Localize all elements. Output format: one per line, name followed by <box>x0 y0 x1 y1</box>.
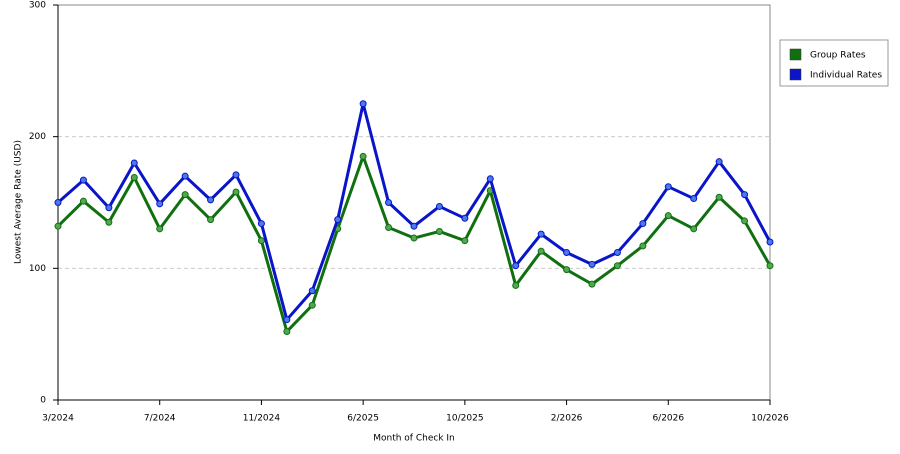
plot-frame <box>57 4 771 401</box>
data-point <box>54 222 62 230</box>
legend-swatch <box>789 68 802 81</box>
data-point <box>741 191 749 199</box>
data-point <box>690 195 698 203</box>
legend-label: Group Rates <box>810 51 866 61</box>
data-point <box>435 202 443 210</box>
x-tick-label: 6/2025 <box>347 414 379 424</box>
data-point <box>207 216 215 224</box>
data-point <box>563 266 571 274</box>
data-point <box>461 237 469 245</box>
y-tick-label: 200 <box>29 132 46 142</box>
data-point <box>664 183 672 191</box>
x-tick-label: 3/2024 <box>42 414 74 424</box>
data-point <box>105 218 113 226</box>
data-point <box>359 152 367 160</box>
data-point <box>156 200 164 208</box>
data-point <box>207 196 215 204</box>
data-point <box>79 176 87 184</box>
data-point <box>715 158 723 166</box>
data-point <box>283 316 291 324</box>
data-point <box>588 260 596 268</box>
data-point <box>359 100 367 108</box>
data-point <box>766 238 774 246</box>
data-point <box>435 227 443 235</box>
data-point <box>410 222 418 230</box>
y-tick-label: 0 <box>40 396 46 406</box>
data-point <box>461 214 469 222</box>
data-point <box>741 217 749 225</box>
data-point <box>232 171 240 179</box>
data-point <box>537 247 545 255</box>
x-tick-label: 10/2025 <box>446 414 483 424</box>
data-point <box>232 188 240 196</box>
data-point <box>181 191 189 199</box>
data-point <box>588 280 596 288</box>
data-point <box>257 220 265 228</box>
data-point <box>563 249 571 257</box>
data-point <box>181 172 189 180</box>
data-point <box>766 262 774 270</box>
y-tick-label: 300 <box>29 1 46 11</box>
data-point <box>156 225 164 233</box>
data-point <box>410 234 418 242</box>
data-point <box>130 173 138 181</box>
data-point <box>79 197 87 205</box>
x-tick-label: 7/2024 <box>144 414 176 424</box>
data-point <box>512 262 520 270</box>
data-point <box>537 230 545 238</box>
data-point <box>308 287 316 295</box>
data-point <box>54 199 62 206</box>
y-tick-label: 100 <box>29 264 46 274</box>
data-point <box>308 301 316 309</box>
data-point <box>613 249 621 257</box>
x-tick-label: 2/2026 <box>551 414 583 424</box>
data-point <box>690 225 698 233</box>
x-tick-label: 6/2026 <box>652 414 684 424</box>
legend-swatch <box>789 48 802 61</box>
x-axis-title: Month of Check In <box>373 434 455 444</box>
data-point <box>385 224 393 232</box>
data-point <box>664 212 672 220</box>
data-point <box>283 328 291 336</box>
x-tick-label: 10/2026 <box>751 414 789 424</box>
data-point <box>105 204 113 212</box>
data-point <box>512 281 520 289</box>
y-axis-title: Lowest Average Rate (USD) <box>14 140 24 264</box>
data-point <box>613 262 621 270</box>
data-point <box>486 175 494 183</box>
data-point <box>257 237 265 245</box>
data-point <box>334 216 342 224</box>
x-tick-label: 11/2024 <box>243 414 281 424</box>
data-point <box>715 193 723 201</box>
data-point <box>639 220 647 228</box>
data-point <box>385 199 393 206</box>
legend-label: Individual Rates <box>810 71 882 81</box>
data-point <box>639 242 647 250</box>
data-point <box>130 159 138 167</box>
